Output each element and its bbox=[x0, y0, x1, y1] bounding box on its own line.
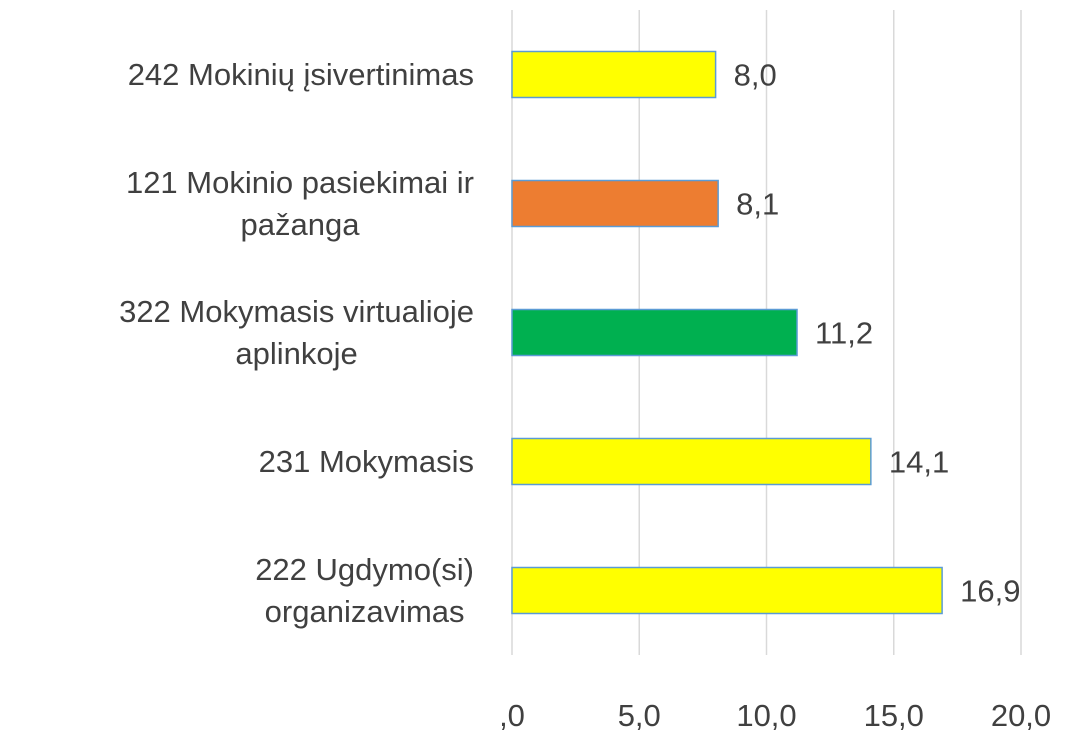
x-tick-label: 5,0 bbox=[618, 698, 661, 731]
data-label: 16,9 bbox=[960, 574, 1020, 609]
bar bbox=[511, 308, 798, 357]
bar bbox=[511, 566, 943, 615]
x-tick-label: 15,0 bbox=[864, 698, 924, 731]
x-tick-label: 20,0 bbox=[991, 698, 1051, 731]
category-label: 242 Mokinių įsivertinimas bbox=[127, 56, 474, 92]
data-label: 8,0 bbox=[734, 58, 777, 93]
category-label: 121 Mokinio pasiekimai ir pažanga bbox=[125, 164, 474, 242]
data-label: 8,1 bbox=[736, 187, 779, 222]
bar bbox=[511, 437, 872, 486]
x-tick-label: 10,0 bbox=[736, 698, 796, 731]
category-label: 222 Ugdymo(si) organizavimas bbox=[255, 551, 474, 629]
data-label: 14,1 bbox=[889, 445, 949, 480]
data-label: 11,2 bbox=[815, 316, 873, 351]
category-label: 322 Mokymasis virtualioje aplinkoje bbox=[119, 293, 474, 371]
x-tick-label: ,0 bbox=[499, 698, 525, 731]
bar bbox=[511, 50, 717, 99]
bar bbox=[511, 179, 719, 228]
category-label: 231 Mokymasis bbox=[258, 443, 474, 479]
